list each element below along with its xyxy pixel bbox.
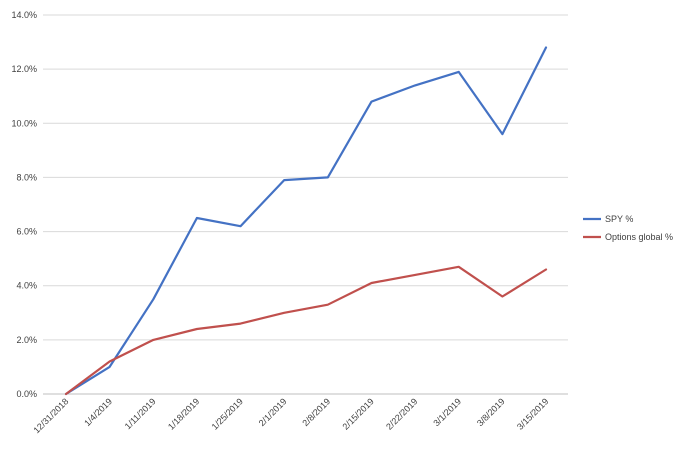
x-tick-label: 2/15/2019 — [340, 396, 375, 431]
x-tick-label: 1/18/2019 — [166, 396, 201, 431]
y-tick-label: 6.0% — [16, 227, 37, 237]
gridlines — [43, 14, 568, 341]
legend-label: SPY % — [605, 214, 633, 224]
legend-label: Options global % — [605, 232, 673, 242]
y-tick-label: 10.0% — [11, 118, 37, 128]
x-tick-label: 3/15/2019 — [515, 396, 550, 431]
series-line-1 — [64, 265, 548, 396]
x-tick-label: 1/4/2019 — [82, 396, 114, 428]
y-tick-label: 4.0% — [16, 281, 37, 291]
x-tick-label: 1/25/2019 — [210, 396, 245, 431]
x-tick-label: 2/22/2019 — [384, 396, 419, 431]
y-tick-label: 14.0% — [11, 10, 37, 20]
series-lines — [64, 46, 548, 396]
series-line-0 — [64, 46, 548, 396]
x-tick-label: 3/1/2019 — [431, 396, 463, 428]
y-tick-label: 0.0% — [16, 389, 37, 399]
x-tick-label: 12/31/2018 — [31, 396, 70, 435]
x-tick-label: 3/8/2019 — [475, 396, 507, 428]
x-tick-label: 2/8/2019 — [300, 396, 332, 428]
legend: SPY % Options global % — [583, 214, 673, 242]
y-tick-label: 2.0% — [16, 335, 37, 345]
y-tick-label: 12.0% — [11, 64, 37, 74]
x-tick-label: 2/1/2019 — [257, 396, 289, 428]
y-tick-label: 8.0% — [16, 172, 37, 182]
x-tick-label: 1/11/2019 — [123, 396, 158, 431]
